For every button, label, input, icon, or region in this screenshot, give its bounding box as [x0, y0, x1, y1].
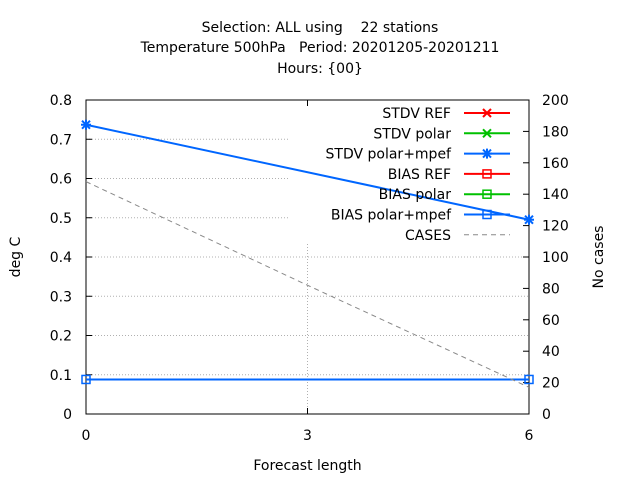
y-tick-label: 0.3	[50, 289, 72, 305]
legend: STDV REF STDV polar STDV polar+mpef BIAS RE…	[326, 106, 510, 244]
y-tick-label: 0	[63, 407, 72, 423]
x-tick-label: 6	[525, 428, 534, 444]
y-tick-label: 0.7	[50, 132, 72, 148]
y2-tick-label: 60	[542, 313, 560, 329]
y2-tick-label: 160	[542, 156, 569, 172]
y-axis-label: deg C	[8, 236, 24, 277]
y2-tick-label: 80	[542, 281, 560, 297]
y2-tick-label: 40	[542, 344, 560, 360]
series-point-5	[524, 374, 534, 385]
y2-tick-label: 140	[542, 187, 569, 203]
series-point-5	[81, 374, 91, 385]
y-tick-label: 0.4	[50, 250, 72, 266]
chart-title-line-3: Hours: {00}	[277, 61, 363, 77]
x-axis-label: Forecast length	[253, 458, 361, 474]
y-tick-label: 0.6	[50, 172, 72, 188]
series-line-6	[85, 181, 530, 388]
legend-label: STDV polar+mpef	[326, 147, 453, 163]
y2-tick-label: 120	[542, 219, 569, 235]
axis-ticks: 00.10.20.30.40.50.60.70.80 3 6020406080100…	[50, 93, 569, 444]
y-tick-label: 0.2	[50, 329, 72, 345]
series-layer	[81, 119, 534, 388]
chart-title-line-1: Selection: ALL using 22 stations	[201, 20, 439, 36]
y2-tick-label: 100	[542, 250, 569, 266]
x-tick-label: 0	[82, 428, 91, 444]
y-tick-label: 0.8	[50, 93, 72, 109]
legend-label: CASES	[405, 228, 451, 244]
legend-marker	[482, 108, 492, 118]
legend-marker	[482, 209, 492, 220]
legend-label: BIAS polar	[379, 187, 452, 203]
y-tick-label: 0.5	[50, 211, 72, 227]
legend-label: STDV polar	[373, 126, 451, 142]
legend-marker	[482, 128, 492, 139]
y2-tick-label: 20	[542, 376, 560, 392]
x-tick-label: 3	[303, 428, 312, 444]
y-tick-label: 0.1	[50, 368, 72, 384]
grid-lines	[86, 138, 529, 414]
legend-marker	[482, 169, 492, 179]
series-line-2	[85, 123, 530, 221]
y2-tick-label: 180	[542, 124, 569, 140]
legend-marker	[482, 189, 492, 199]
y2-axis-label: No cases	[591, 226, 607, 289]
y2-tick-label: 0	[542, 407, 551, 423]
y2-tick-label: 200	[542, 93, 569, 109]
legend-label: STDV REF	[382, 106, 451, 122]
chart-title-line-2: Temperature 500hPa Period: 20201205-2020…	[140, 40, 500, 56]
legend-label: BIAS REF	[388, 167, 451, 183]
legend-label: BIAS polar+mpef	[331, 208, 452, 224]
